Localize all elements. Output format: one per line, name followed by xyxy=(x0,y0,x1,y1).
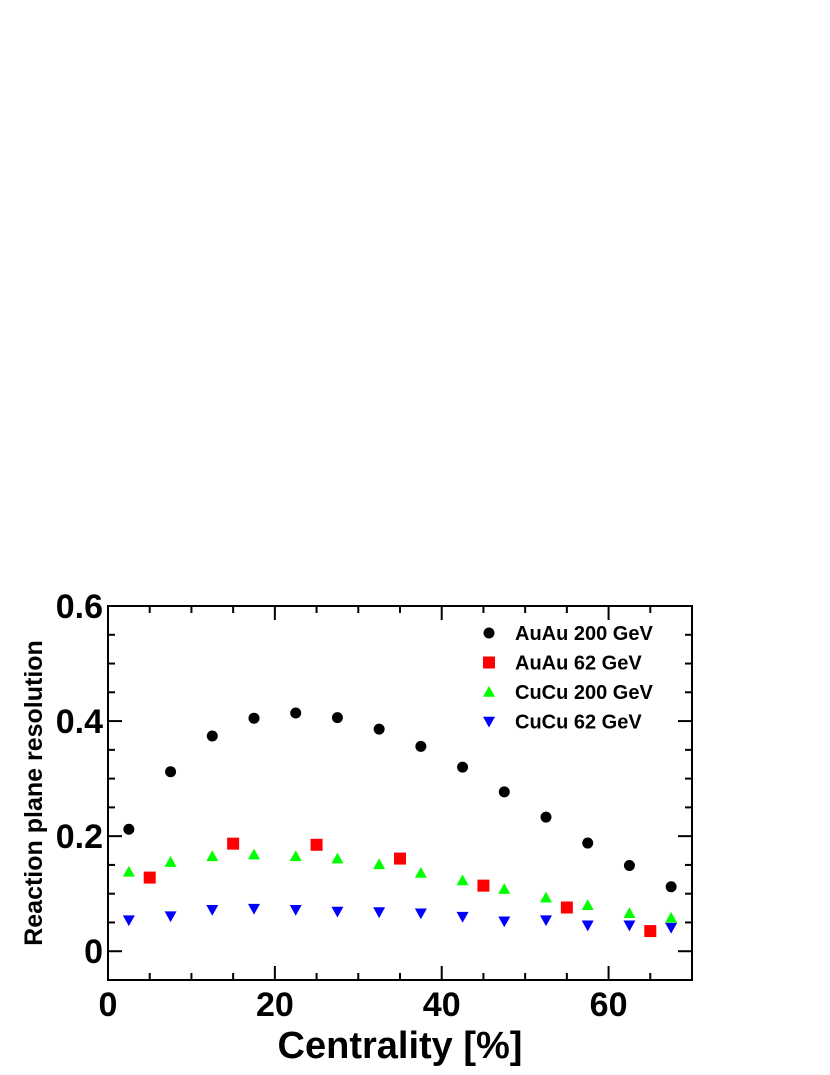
data-point-cucu-62-gev xyxy=(206,905,219,916)
data-point-auau-200-gev xyxy=(373,723,385,735)
data-point-cucu-200-gev xyxy=(498,883,511,894)
data-point-auau-62-gev xyxy=(143,871,156,884)
y-tick-label: 0.6 xyxy=(56,588,103,626)
legend-label-auau-62-gev: AuAu 62 GeV xyxy=(515,653,642,675)
data-point-cucu-62-gev xyxy=(665,922,678,934)
data-point-auau-62-gev xyxy=(644,925,657,938)
x-axis-title: Centrality [%] xyxy=(278,1025,523,1067)
data-markers xyxy=(122,707,678,938)
data-point-auau-200-gev xyxy=(165,766,177,778)
data-point-cucu-200-gev xyxy=(289,850,302,862)
data-point-cucu-200-gev xyxy=(665,911,678,923)
data-point-cucu-62-gev xyxy=(122,915,135,927)
data-point-cucu-200-gev xyxy=(373,858,386,870)
data-point-cucu-200-gev xyxy=(540,891,552,903)
data-point-auau-200-gev xyxy=(123,823,135,835)
x-tick-label: 60 xyxy=(590,986,628,1024)
data-point-cucu-62-gev xyxy=(248,903,260,915)
y-axis-title: Reaction plane resolution xyxy=(20,640,48,946)
legend-marker-auau-200-gev xyxy=(483,627,495,639)
legend-marker-cucu-200-gev xyxy=(483,686,495,697)
x-tick-label: 20 xyxy=(256,986,294,1024)
data-point-cucu-62-gev xyxy=(289,905,302,916)
data-point-cucu-200-gev xyxy=(206,850,219,862)
legend-marker-cucu-62-gev xyxy=(483,716,495,728)
data-point-cucu-62-gev xyxy=(623,920,636,932)
data-point-auau-62-gev xyxy=(560,901,573,914)
data-point-auau-62-gev xyxy=(227,837,240,850)
data-point-auau-200-gev xyxy=(498,786,510,798)
data-point-cucu-200-gev xyxy=(164,856,177,867)
y-tick-label: 0.4 xyxy=(56,703,103,741)
data-point-cucu-62-gev xyxy=(540,915,552,927)
data-point-cucu-62-gev xyxy=(581,920,594,932)
data-point-auau-200-gev xyxy=(457,761,469,773)
data-point-auau-200-gev xyxy=(290,707,302,719)
data-point-cucu-62-gev xyxy=(331,906,344,918)
data-point-cucu-200-gev xyxy=(456,874,469,886)
legend-marker-auau-62-gev xyxy=(483,656,495,669)
data-point-auau-62-gev xyxy=(394,852,406,865)
data-point-auau-200-gev xyxy=(665,881,677,893)
data-point-auau-200-gev xyxy=(415,740,427,752)
x-tick-label: 40 xyxy=(423,986,461,1024)
data-point-cucu-62-gev xyxy=(373,907,386,919)
data-point-auau-62-gev xyxy=(477,879,490,892)
data-point-auau-200-gev xyxy=(540,811,552,823)
x-tick-label: 0 xyxy=(99,986,118,1024)
data-point-auau-200-gev xyxy=(623,859,635,871)
data-point-cucu-62-gev xyxy=(498,916,511,928)
data-point-cucu-62-gev xyxy=(164,911,177,923)
data-point-cucu-200-gev xyxy=(331,852,344,864)
data-point-auau-200-gev xyxy=(248,712,260,724)
tick-labels: 0 20 40 60 0 0.2 0.4 0.6 xyxy=(56,588,628,1024)
axis-ticks xyxy=(107,605,693,981)
data-point-auau-200-gev xyxy=(331,712,343,724)
data-point-cucu-200-gev xyxy=(414,866,427,878)
data-point-auau-62-gev xyxy=(310,838,323,851)
legend-label-cucu-200-gev: CuCu 200 GeV xyxy=(515,682,653,704)
legend: AuAu 200 GeV AuAu 62 GeV CuCu 200 GeV CuCu … xyxy=(483,623,653,734)
legend-label-auau-200-gev: AuAu 200 GeV xyxy=(515,623,653,645)
y-tick-label: 0 xyxy=(84,933,103,971)
data-point-cucu-200-gev xyxy=(248,848,260,860)
data-point-cucu-62-gev xyxy=(414,908,427,920)
data-point-cucu-200-gev xyxy=(623,907,636,919)
data-point-cucu-200-gev xyxy=(122,865,135,877)
data-point-cucu-200-gev xyxy=(581,899,594,910)
data-point-auau-200-gev xyxy=(582,837,594,849)
y-tick-label: 0.2 xyxy=(56,818,103,856)
data-point-auau-200-gev xyxy=(206,730,218,742)
data-point-cucu-62-gev xyxy=(456,911,469,923)
legend-label-cucu-62-gev: CuCu 62 GeV xyxy=(515,712,642,734)
